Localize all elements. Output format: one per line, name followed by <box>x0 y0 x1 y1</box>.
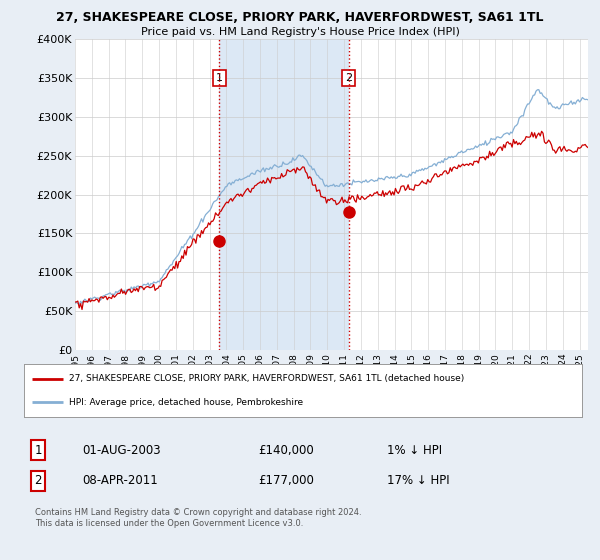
Text: £140,000: £140,000 <box>259 444 314 457</box>
Text: 01-AUG-2003: 01-AUG-2003 <box>83 444 161 457</box>
Text: 2: 2 <box>34 474 42 487</box>
Text: 1% ↓ HPI: 1% ↓ HPI <box>387 444 442 457</box>
Text: 27, SHAKESPEARE CLOSE, PRIORY PARK, HAVERFORDWEST, SA61 1TL (detached house): 27, SHAKESPEARE CLOSE, PRIORY PARK, HAVE… <box>68 375 464 384</box>
Text: HPI: Average price, detached house, Pembrokeshire: HPI: Average price, detached house, Pemb… <box>68 398 303 407</box>
Text: Price paid vs. HM Land Registry's House Price Index (HPI): Price paid vs. HM Land Registry's House … <box>140 27 460 37</box>
Text: 17% ↓ HPI: 17% ↓ HPI <box>387 474 449 487</box>
Text: 1: 1 <box>216 73 223 83</box>
Bar <box>220 39 349 350</box>
Text: 27, SHAKESPEARE CLOSE, PRIORY PARK, HAVERFORDWEST, SA61 1TL: 27, SHAKESPEARE CLOSE, PRIORY PARK, HAVE… <box>56 11 544 25</box>
Text: 1: 1 <box>34 444 42 457</box>
Text: 2: 2 <box>345 73 352 83</box>
Text: 08-APR-2011: 08-APR-2011 <box>83 474 158 487</box>
Text: £177,000: £177,000 <box>259 474 314 487</box>
Text: Contains HM Land Registry data © Crown copyright and database right 2024.
This d: Contains HM Land Registry data © Crown c… <box>35 508 362 528</box>
